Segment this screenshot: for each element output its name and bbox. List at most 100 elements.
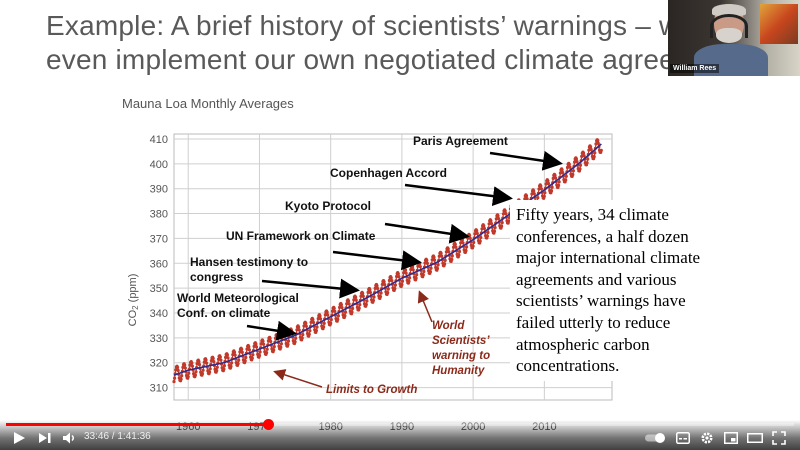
co2-monthly-point xyxy=(397,275,401,279)
co2-monthly-point xyxy=(361,291,365,296)
co2-monthly-point xyxy=(301,333,305,337)
co2-monthly-point xyxy=(197,363,202,367)
progress-bar[interactable] xyxy=(6,419,794,430)
co2-monthly-point xyxy=(243,359,247,363)
speaker-webcam: William Rees xyxy=(668,0,800,76)
co2-monthly-point xyxy=(364,302,368,307)
co2-monthly-point xyxy=(561,171,565,175)
co2-monthly-point xyxy=(404,271,408,275)
co2-monthly-point xyxy=(503,209,507,213)
co2-monthly-point xyxy=(208,370,212,374)
co2-monthly-point xyxy=(389,276,393,280)
play-icon xyxy=(14,432,25,444)
arrow-wmo xyxy=(246,320,297,341)
co2-monthly-point xyxy=(504,212,508,216)
co2-monthly-point xyxy=(339,303,343,307)
subtitles-icon xyxy=(676,432,690,444)
annotation-wsw-3: warning to xyxy=(432,350,490,362)
theater-mode-button[interactable] xyxy=(746,428,764,448)
co2-monthly-point xyxy=(300,336,304,340)
subtitles-button[interactable] xyxy=(674,428,692,448)
co2-monthly-point xyxy=(233,353,237,357)
co2-monthly-point xyxy=(411,268,415,272)
co2-monthly-point xyxy=(286,339,291,343)
next-button[interactable] xyxy=(36,428,54,448)
co2-monthly-point xyxy=(472,240,476,245)
y-tick-label: 400 xyxy=(150,159,168,171)
co2-monthly-point xyxy=(482,226,486,231)
co2-monthly-point xyxy=(599,148,603,152)
co2-monthly-point xyxy=(314,329,318,333)
co2-monthly-point xyxy=(200,372,205,376)
co2-monthly-point xyxy=(440,254,444,258)
co2-monthly-point xyxy=(390,279,394,283)
co2-monthly-point xyxy=(226,356,230,360)
annotation-limits: Limits to Growth xyxy=(326,384,417,396)
co2-monthly-point xyxy=(489,219,493,223)
miniplayer-button[interactable] xyxy=(722,428,740,448)
co2-monthly-point xyxy=(489,222,494,226)
co2-monthly-point xyxy=(379,291,383,295)
co2-monthly-point xyxy=(400,279,405,283)
co2-monthly-point xyxy=(209,359,213,363)
co2-monthly-point xyxy=(596,139,600,143)
arrow-paris xyxy=(489,150,563,171)
co2-monthly-point xyxy=(554,176,558,180)
co2-monthly-point xyxy=(475,229,479,233)
co2-monthly-point xyxy=(475,231,479,236)
volume-button[interactable] xyxy=(60,428,78,448)
co2-monthly-point xyxy=(450,254,454,258)
co2-monthly-point xyxy=(237,358,241,362)
y-tick-label: 370 xyxy=(150,233,168,245)
co2-monthly-point xyxy=(425,258,429,262)
co2-monthly-point xyxy=(382,280,386,284)
co2-monthly-point xyxy=(319,317,323,321)
progress-scrubber[interactable] xyxy=(262,419,274,430)
co2-monthly-point xyxy=(524,194,529,198)
co2-monthly-point xyxy=(460,238,464,242)
co2-monthly-point xyxy=(523,197,527,201)
annotation-hansen-1: Hansen testimony to xyxy=(190,255,308,269)
arrow-wsw xyxy=(417,290,433,323)
co2-monthly-point xyxy=(500,221,504,225)
y-tick-label: 390 xyxy=(150,184,168,196)
co2-monthly-point xyxy=(532,192,536,196)
co2-monthly-point xyxy=(557,180,561,184)
co2-monthly-point xyxy=(414,276,418,280)
co2-monthly-point xyxy=(365,299,369,303)
co2-monthly-point xyxy=(553,173,557,177)
co2-monthly-point xyxy=(247,348,251,352)
y-tick-label: 310 xyxy=(150,383,168,395)
co2-monthly-point xyxy=(411,265,415,269)
autoplay-toggle[interactable] xyxy=(644,428,666,448)
co2-monthly-point xyxy=(464,249,468,253)
co2-monthly-point xyxy=(564,174,568,178)
co2-monthly-point xyxy=(361,294,365,298)
co2-monthly-point xyxy=(560,168,564,172)
play-button[interactable] xyxy=(10,428,28,448)
co2-monthly-point xyxy=(494,217,498,221)
co2-monthly-point xyxy=(304,324,308,328)
settings-button[interactable] xyxy=(698,428,716,448)
co2-monthly-point xyxy=(542,194,546,198)
co2-monthly-point xyxy=(309,320,313,324)
co2-monthly-point xyxy=(371,298,375,303)
co2-monthly-point xyxy=(473,232,477,236)
co2-monthly-point xyxy=(585,161,589,165)
arrow-hansen xyxy=(261,278,360,299)
co2-monthly-point xyxy=(212,360,216,364)
co2-monthly-point xyxy=(333,309,337,313)
co2-monthly-point xyxy=(402,271,406,275)
co2-monthly-point xyxy=(211,356,215,361)
co2-monthly-point xyxy=(347,302,351,306)
co2-monthly-point xyxy=(407,279,411,283)
co2-monthly-point xyxy=(204,358,208,362)
co2-monthly-point xyxy=(435,266,440,271)
co2-monthly-point xyxy=(240,347,244,351)
co2-monthly-point xyxy=(471,244,475,248)
co2-monthly-point xyxy=(188,363,192,367)
fullscreen-button[interactable] xyxy=(770,428,788,448)
co2-monthly-point xyxy=(461,241,465,245)
co2-monthly-point xyxy=(330,309,335,313)
